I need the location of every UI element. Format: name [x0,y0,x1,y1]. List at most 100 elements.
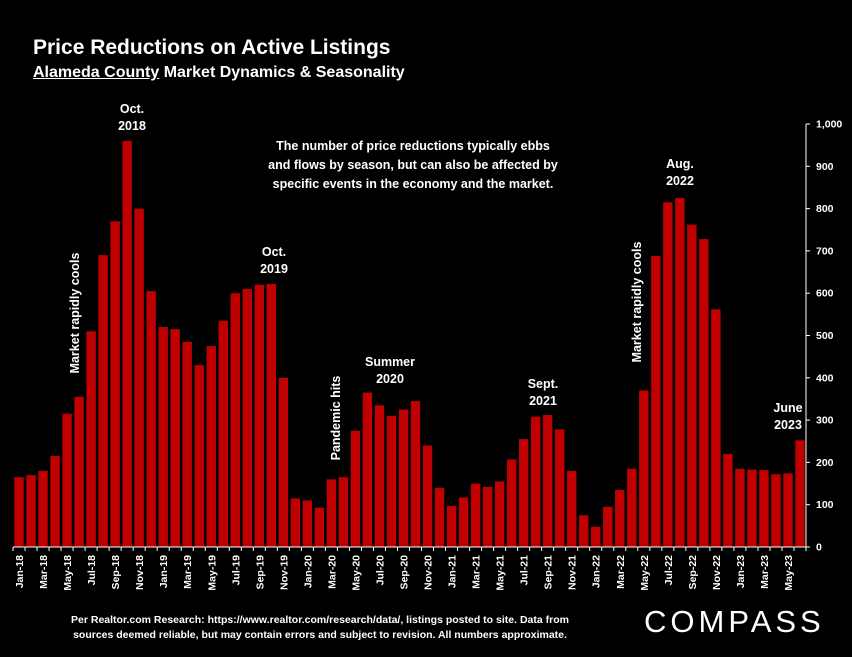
x-tick-label: May-21 [495,555,507,591]
x-tick-label: Jan-21 [447,555,459,588]
x-tick-label: Jan-22 [591,555,603,588]
bar [747,469,757,547]
x-tick-label: May-22 [639,555,651,591]
bar [146,291,156,547]
bar [783,473,793,547]
y-tick-label: 0 [816,542,822,554]
bar [591,526,601,547]
bar [314,507,325,547]
bar [158,327,168,547]
annotation-label: 2018 [118,119,146,133]
x-tick-label: Mar-23 [759,555,771,589]
bar [362,392,373,547]
bar [338,477,349,547]
bar [615,489,625,547]
y-tick-label: 200 [816,457,834,469]
bar [795,440,805,547]
subtitle-county: Alameda County [33,64,160,81]
bar [398,409,409,547]
bar [422,445,433,547]
annotation-label: 2022 [666,174,694,188]
x-tick-label: May-19 [206,555,218,591]
x-tick-label: Sep-18 [110,555,122,590]
bar [218,320,228,547]
bar [374,405,385,547]
bar [735,468,745,547]
bar [206,346,216,547]
x-tick-label: May-23 [783,555,795,591]
footnote-line-2: sources deemed reliable, but may contain… [73,629,567,641]
x-tick-label: Nov-20 [423,555,435,590]
x-tick-label: Mar-19 [182,555,194,589]
y-tick-label: 100 [816,499,834,511]
bar [518,439,529,547]
bar [74,396,84,547]
bar [579,515,589,547]
bar [350,430,361,547]
bar [446,505,457,547]
bar [290,498,301,547]
x-tick-label: Nov-18 [134,555,146,590]
bar [254,284,264,547]
x-tick-label: Jul-21 [519,555,531,586]
y-tick-label: 500 [816,330,834,342]
x-tick-label: Sep-20 [398,555,410,590]
y-tick-label: 1,000 [816,119,842,131]
chart-title: Price Reductions on Active Listings [33,36,391,59]
bar [386,415,397,547]
x-tick-label: Nov-19 [278,555,290,590]
x-tick-label: Jul-18 [86,555,98,586]
bar [14,477,24,547]
bar [494,481,505,547]
annotation-label: The number of price reductions typically… [276,139,550,153]
y-tick-label: 300 [816,415,834,427]
bar [482,486,493,547]
annotation-label: 2020 [376,372,404,386]
x-tick-label: Jul-19 [230,555,242,586]
compass-logo: COMPASS [644,604,825,639]
annotation-label: June [773,401,802,415]
annotation-label: specific events in the economy and the m… [273,177,554,191]
footnote-line-1: Per Realtor.com Research: https://www.re… [71,614,569,626]
y-tick-label: 900 [816,161,834,173]
x-tick-label: Mar-20 [326,555,338,589]
source-footnote: Per Realtor.com Research: https://www.re… [40,613,600,643]
bar [663,202,673,547]
bar [530,416,541,547]
x-tick-label: May-20 [350,555,362,591]
bar [506,459,517,547]
y-tick-label: 400 [816,372,834,384]
bar [470,483,481,547]
bar [110,221,120,548]
bar [639,390,649,547]
bar [50,456,60,547]
bar [603,506,613,547]
bar [182,341,192,547]
bar [230,293,240,547]
bar [675,198,685,547]
bar [711,309,721,547]
bar [242,288,252,547]
bar [555,429,565,547]
annotation-label: Market rapidly cools [68,253,82,374]
bar [38,470,48,547]
annotation-label: Sept. [528,377,559,391]
bar [458,497,469,547]
bar [326,479,337,547]
x-tick-label: Sep-21 [543,555,555,590]
x-tick-label: Jan-20 [302,555,314,588]
bar [170,329,180,547]
bar [134,208,144,547]
x-tick-label: Mar-21 [471,555,483,589]
bar [723,453,733,547]
x-tick-label: Jul-20 [374,555,386,586]
bar [26,475,36,547]
x-tick-label: May-18 [62,555,74,591]
bar [98,255,108,547]
bar [627,468,637,547]
bar [542,415,553,547]
bar [122,140,132,548]
annotation-label: Summer [365,355,415,369]
y-tick-label: 600 [816,288,834,300]
x-tick-label: Sep-19 [254,555,266,590]
